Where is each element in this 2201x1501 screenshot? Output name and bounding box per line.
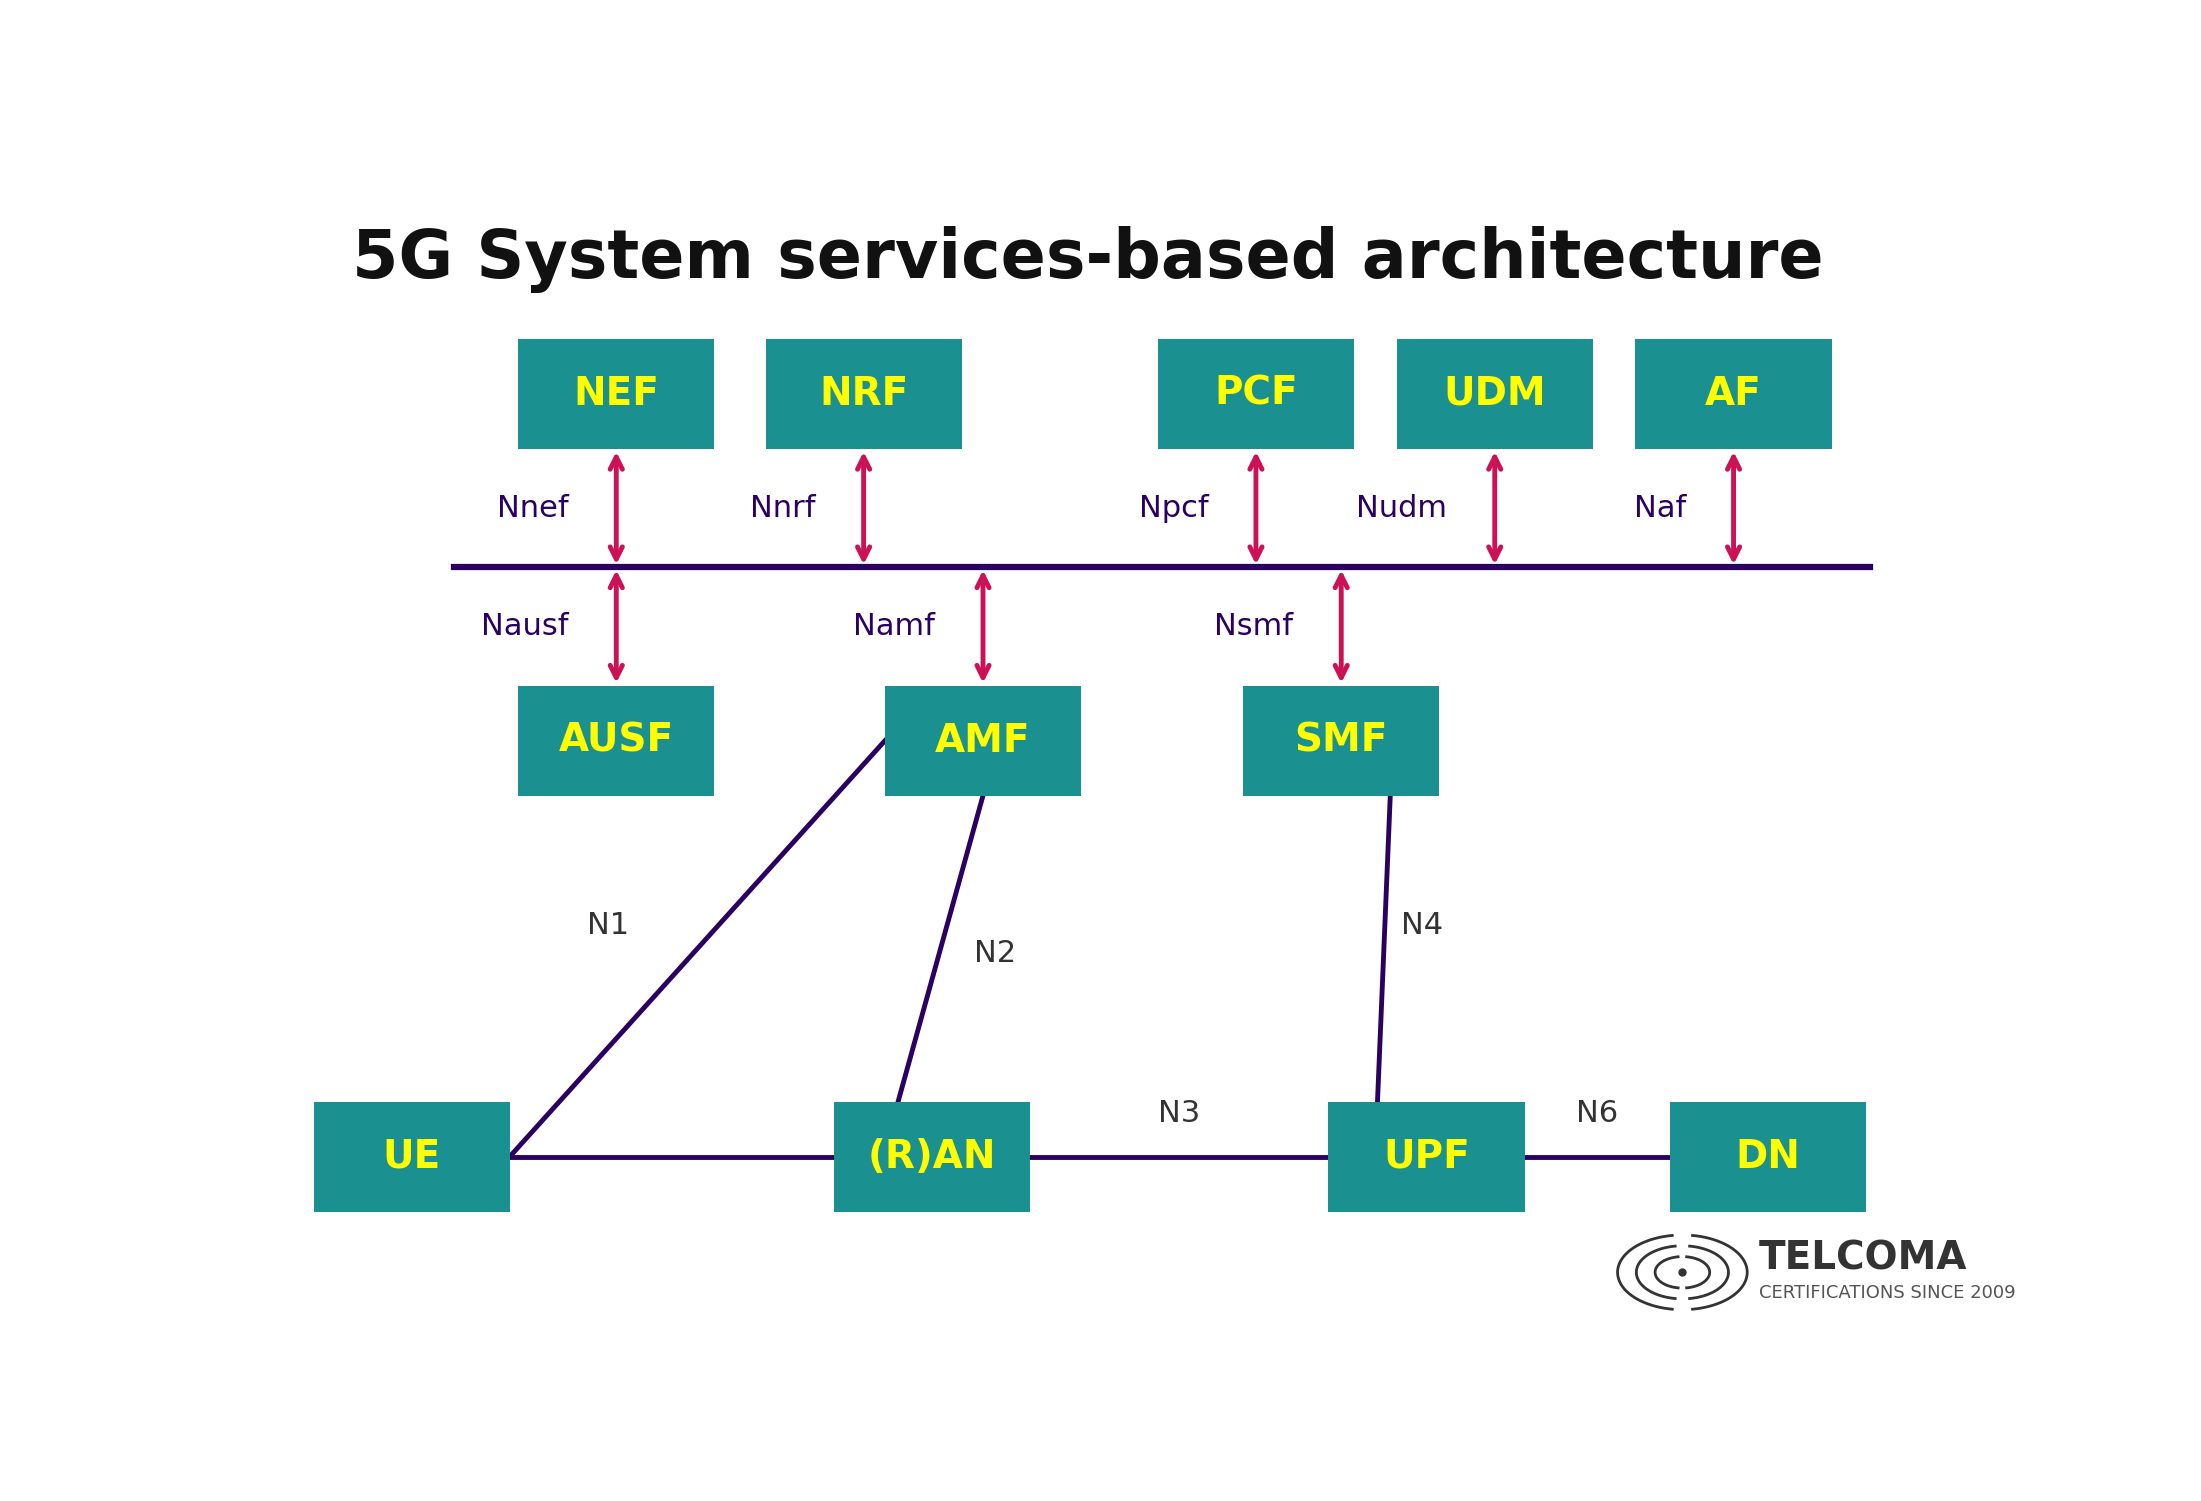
Text: AUSF: AUSF <box>559 722 674 760</box>
Text: Nausf: Nausf <box>482 612 568 641</box>
Text: N4: N4 <box>1400 911 1444 940</box>
FancyBboxPatch shape <box>1329 1102 1525 1211</box>
Text: 5G System services-based architecture: 5G System services-based architecture <box>352 227 1822 293</box>
FancyBboxPatch shape <box>1671 1102 1866 1211</box>
Text: DN: DN <box>1734 1138 1800 1175</box>
FancyBboxPatch shape <box>313 1102 511 1211</box>
FancyBboxPatch shape <box>1244 686 1439 796</box>
FancyBboxPatch shape <box>517 339 715 449</box>
FancyBboxPatch shape <box>517 686 715 796</box>
Text: Namf: Namf <box>854 612 935 641</box>
Text: SMF: SMF <box>1294 722 1389 760</box>
Text: UE: UE <box>383 1138 440 1175</box>
Text: UPF: UPF <box>1382 1138 1470 1175</box>
Text: N2: N2 <box>975 938 1017 968</box>
FancyBboxPatch shape <box>766 339 962 449</box>
Text: Naf: Naf <box>1633 494 1686 522</box>
Text: N6: N6 <box>1576 1099 1618 1127</box>
Text: NRF: NRF <box>819 375 909 413</box>
Text: CERTIFICATIONS SINCE 2009: CERTIFICATIONS SINCE 2009 <box>1759 1285 2016 1303</box>
FancyBboxPatch shape <box>834 1102 1030 1211</box>
Text: Nnrf: Nnrf <box>751 494 817 522</box>
Text: PCF: PCF <box>1215 375 1299 413</box>
Text: Nsmf: Nsmf <box>1215 612 1294 641</box>
Text: N3: N3 <box>1158 1099 1200 1127</box>
Text: Npcf: Npcf <box>1138 494 1208 522</box>
FancyBboxPatch shape <box>1398 339 1594 449</box>
FancyBboxPatch shape <box>1635 339 1831 449</box>
Text: NEF: NEF <box>572 375 660 413</box>
Text: AF: AF <box>1706 375 1763 413</box>
Text: Nudm: Nudm <box>1356 494 1446 522</box>
Text: UDM: UDM <box>1444 375 1545 413</box>
Text: N1: N1 <box>588 911 629 940</box>
Text: (R)AN: (R)AN <box>867 1138 997 1175</box>
Text: AMF: AMF <box>935 722 1030 760</box>
Text: TELCOMA: TELCOMA <box>1759 1240 1968 1277</box>
FancyBboxPatch shape <box>1158 339 1354 449</box>
FancyBboxPatch shape <box>885 686 1081 796</box>
Text: Nnef: Nnef <box>497 494 568 522</box>
